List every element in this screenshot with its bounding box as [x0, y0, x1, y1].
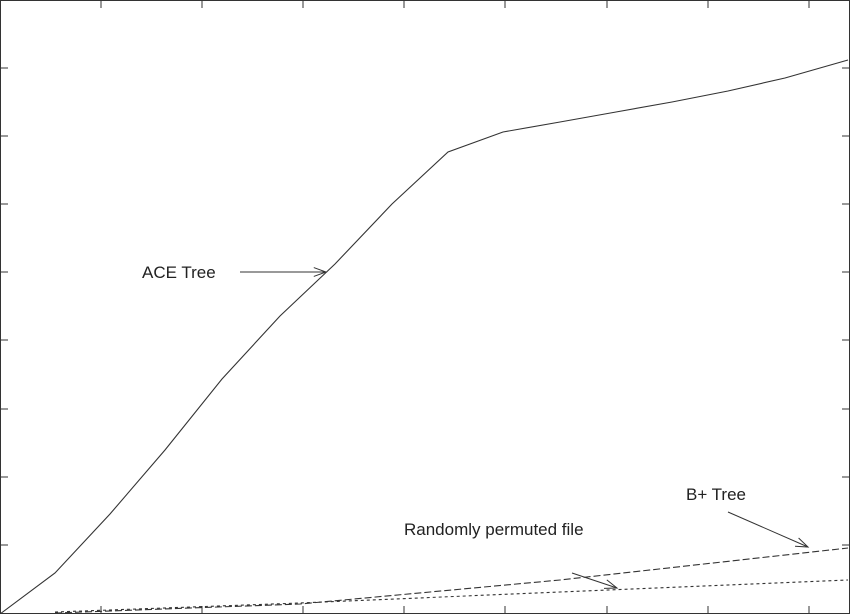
annotation-randomly-permuted-file: Randomly permuted file [404, 520, 584, 539]
annotation-arrow-line-2 [571, 572, 618, 589]
annotation-arrow-line-1 [727, 511, 809, 548]
series-line-randomly-permuted-file [54, 579, 849, 613]
annotation-arrows [240, 267, 810, 589]
annotation-arrowhead-1 [794, 537, 810, 548]
series-line-ace-tree [0, 59, 849, 614]
annotation-arrowhead-0 [313, 267, 328, 277]
series-group [0, 59, 849, 614]
annotation-bplus-tree: B+ Tree [686, 485, 746, 504]
series-line-b-tree [54, 547, 849, 614]
annotation-ace-tree: ACE Tree [142, 263, 216, 282]
annotation-arrowhead-2 [603, 579, 619, 589]
